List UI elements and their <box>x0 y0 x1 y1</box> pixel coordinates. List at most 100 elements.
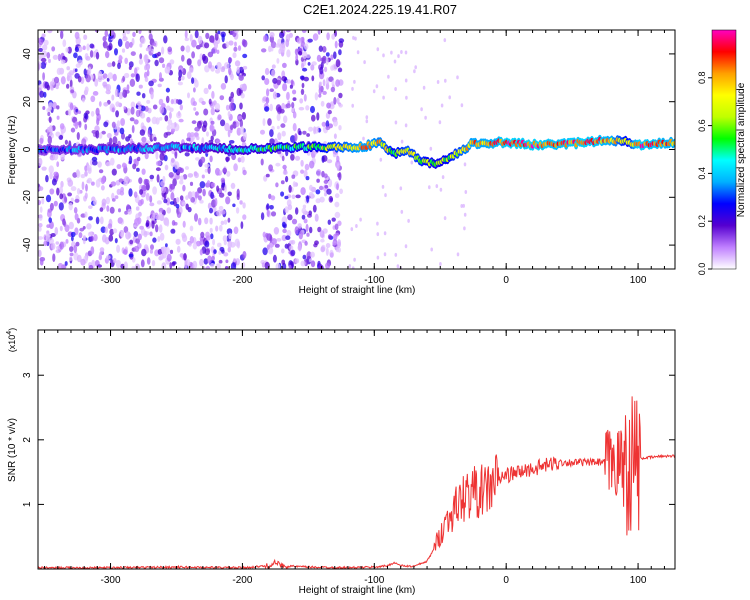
spectrogram-noise-cell <box>321 155 325 163</box>
spectrogram-noise-cell <box>333 51 337 59</box>
spectrogram-noise-cell <box>306 133 310 137</box>
spectrogram-noise-cell <box>67 179 74 187</box>
spectrogram-noise-cell <box>42 72 45 81</box>
spectrogram-noise-cell <box>146 257 151 265</box>
spectrogram-noise-cell <box>189 225 194 232</box>
spectrogram-noise-cell <box>167 66 171 74</box>
spectrogram-noise-cell <box>165 87 170 93</box>
spectrogram-noise-cell <box>287 214 293 221</box>
spectrogram-noise-cell <box>191 120 197 125</box>
spectrogram-noise-cell <box>202 120 208 128</box>
spectrogram-noise-cell <box>462 203 466 208</box>
spectrogram-noise-cell <box>56 67 62 75</box>
spectrogram-noise-cell <box>234 41 237 47</box>
spectrogram-noise-cell <box>105 51 110 59</box>
spectrogram-noise-cell <box>197 59 202 67</box>
spectrogram-noise-cell <box>69 79 73 88</box>
spectrogram-noise-cell <box>223 252 229 257</box>
spectrogram-noise-cell <box>42 106 46 110</box>
spectrogram-noise-cell <box>275 263 281 269</box>
spectrogram-noise-cell <box>133 191 138 198</box>
spectrogram-noise-cell <box>322 90 327 95</box>
spectrogram-noise-cell <box>141 168 146 175</box>
spectrogram-noise-cell <box>302 254 307 260</box>
spectrogram-noise-cell <box>215 225 219 232</box>
spectrogram-noise-cell <box>295 54 299 61</box>
spectrogram-noise-cell <box>285 235 291 240</box>
spectrogram-noise-cell <box>348 264 352 269</box>
spectrogram-noise-cell <box>201 137 205 145</box>
spectrogram-noise-cell <box>194 30 199 39</box>
x-tick-label: -100 <box>364 275 384 286</box>
spectrogram-noise-cell <box>439 262 442 266</box>
spectrogram-noise-cell <box>296 37 302 44</box>
colorbar: 0.0 0.2 0.4 0.6 0.8 Normalized spectral ampl… <box>697 29 747 275</box>
spectrogram-noise-cell <box>301 214 306 220</box>
spectrogram-noise-cell <box>241 112 246 120</box>
spectrogram-noise-cell <box>47 111 51 117</box>
spectrogram-noise-cell <box>155 224 159 233</box>
spectrogram-noise-cell <box>379 157 383 162</box>
spectrogram-noise-cell <box>50 233 56 237</box>
spectrogram-noise-cell <box>59 186 63 195</box>
spectrogram-noise-cell <box>323 179 329 184</box>
spectrogram-noise-cell <box>441 175 445 180</box>
spectrogram-noise-cell <box>139 189 144 195</box>
spectrogram-noise-cell <box>394 120 398 125</box>
spectrogram-noise-cell <box>69 246 74 253</box>
spectrogram-noise-cell <box>129 41 133 48</box>
spectrogram-noise-cell <box>87 177 93 184</box>
spectrogram-noise-cell <box>211 35 215 44</box>
spectrogram-noise-cell <box>205 265 210 269</box>
spectrogram-noise-cell <box>326 188 332 195</box>
spectrogram-noise-cell <box>232 203 236 208</box>
spectrogram-noise-cell <box>149 249 153 254</box>
spectrogram-noise-cell <box>100 177 105 185</box>
spectrogram-noise-cell <box>320 57 326 62</box>
spectrogram-noise-cell <box>155 167 161 172</box>
spectrogram-noise-cell <box>112 258 117 264</box>
spectrogram-noise-cell <box>270 195 276 201</box>
spectrogram-noise-cell <box>179 104 183 111</box>
spectrogram-noise-cell <box>48 238 54 244</box>
spectrogram-cells <box>38 30 675 269</box>
spectrogram-noise-cell <box>365 115 369 120</box>
spectrogram-noise-cell <box>214 41 218 50</box>
spectrogram-noise-cell <box>286 229 292 237</box>
spectrogram-noise-cell <box>101 198 107 206</box>
spectrogram-noise-cell <box>149 202 155 207</box>
spectrogram-noise-cell <box>288 240 294 245</box>
spectrogram-noise-cell <box>41 50 48 58</box>
spectrogram-noise-cell <box>47 30 53 34</box>
spectrogram-noise-cell <box>330 54 334 61</box>
spectrogram-noise-cell <box>84 211 88 218</box>
spectrogram-noise-cell <box>261 48 267 53</box>
y-tick-label: 3 <box>22 372 33 378</box>
spectrogram-noise-cell <box>438 120 442 125</box>
spectrogram-noise-cell <box>112 73 117 82</box>
spectrogram-noise-cell <box>193 87 196 93</box>
spectrogram-noise-cell <box>184 260 188 269</box>
spectrogram-noise-cell <box>123 261 128 269</box>
spectrogram-noise-cell <box>351 266 355 269</box>
spectrogram-noise-cell <box>77 110 82 114</box>
spectrogram-noise-cell <box>114 195 119 200</box>
spectrogram-noise-cell <box>54 227 59 236</box>
spectrogram-noise-cell <box>242 53 248 59</box>
spectrogram-noise-cell <box>73 244 78 254</box>
spectrogram-noise-cell <box>158 116 163 121</box>
spectrogram-noise-cell <box>53 171 59 177</box>
spectrogram-noise-cell <box>203 108 209 116</box>
spectrogram-noise-cell <box>141 93 146 99</box>
spectrogram-noise-cell <box>165 95 170 104</box>
spectrogram-noise-cell <box>199 181 206 189</box>
spectrogram-noise-cell <box>294 133 298 142</box>
spectrogram-noise-cell <box>400 139 404 144</box>
spectrogram-noise-cell <box>155 160 162 167</box>
spectrogram-noise-cell <box>165 131 172 136</box>
spectrogram-noise-cell <box>120 231 124 238</box>
spectrogram-noise-cell <box>335 79 340 87</box>
spectrogram-noise-cell <box>125 136 131 142</box>
spectrogram-noise-cell <box>448 95 452 100</box>
spectrogram-noise-cell <box>233 226 239 235</box>
